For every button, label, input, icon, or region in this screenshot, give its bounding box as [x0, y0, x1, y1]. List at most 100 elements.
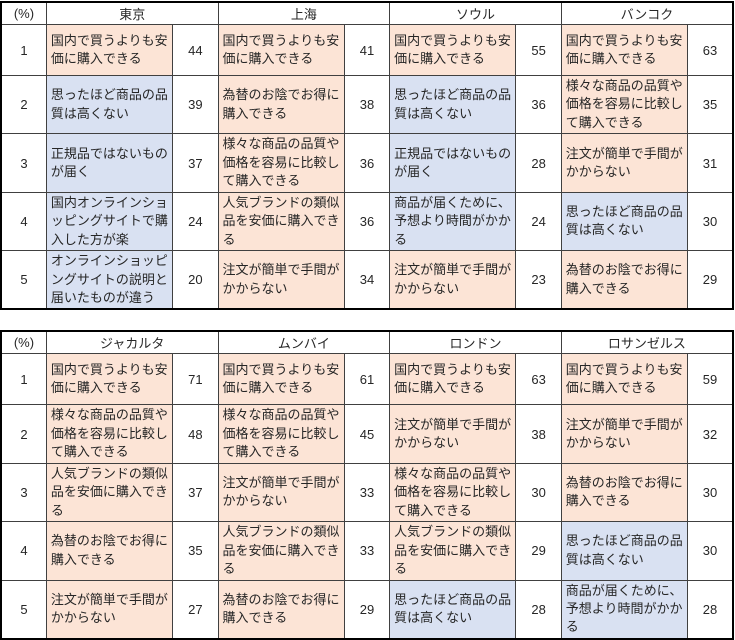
- reason-cell: 注文が簡単で手間がかからない: [560, 404, 688, 464]
- reason-cell: 国内で買うよりも安価に購入できる: [45, 353, 174, 406]
- value-cell: 33: [343, 462, 391, 523]
- city-header-bangkok: バンコク: [560, 1, 734, 25]
- table-row: 2 様々な商品の品質や価格を容易に比較して購入できる 48 様々な商品の品質や価…: [0, 404, 734, 464]
- value-cell: 29: [686, 250, 734, 310]
- reason-cell: 国内で買うよりも安価に購入できる: [217, 24, 345, 76]
- reason-cell: 商品が届くために、予想より時間がかかる: [389, 191, 517, 252]
- reason-cell: 様々な商品の品質や価格を容易に比較して購入できる: [560, 74, 688, 135]
- value-cell: 36: [343, 191, 391, 252]
- reason-cell: 人気ブランドの類似品を安価に購入できる: [217, 521, 345, 581]
- value-cell: 33: [343, 521, 391, 581]
- value-cell: 48: [172, 404, 219, 464]
- value-cell: 31: [686, 133, 734, 193]
- reason-cell: 正規品ではないものが届く: [45, 133, 174, 193]
- rank-cell: 4: [0, 191, 47, 252]
- reason-cell: 思ったほど商品の品質は高くない: [560, 191, 688, 252]
- value-cell: 29: [343, 579, 391, 640]
- rank-cell: 4: [0, 521, 47, 581]
- table-row: 4 国内オンラインショッピングサイトで購入した方が楽 24 人気ブランドの類似品…: [0, 191, 734, 252]
- value-cell: 41: [343, 24, 391, 76]
- reason-cell: 国内で買うよりも安価に購入できる: [45, 24, 174, 76]
- reason-cell: 人気ブランドの類似品を安価に購入できる: [389, 521, 517, 581]
- value-cell: 63: [686, 24, 734, 76]
- table-row: 2 思ったほど商品の品質は高くない 39 為替のお陰でお得に購入できる 38 思…: [0, 74, 734, 135]
- value-cell: 30: [515, 462, 562, 523]
- reason-cell: 国内で買うよりも安価に購入できる: [560, 353, 688, 406]
- value-cell: 39: [172, 74, 219, 135]
- value-cell: 28: [515, 133, 562, 193]
- reason-cell: 国内で買うよりも安価に購入できる: [560, 24, 688, 76]
- rank-cell: 2: [0, 404, 47, 464]
- value-cell: 23: [515, 250, 562, 310]
- reason-cell: 国内で買うよりも安価に購入できる: [217, 353, 345, 406]
- value-cell: 37: [172, 462, 219, 523]
- city-header-mumbai: ムンバイ: [217, 330, 391, 355]
- value-cell: 34: [343, 250, 391, 310]
- value-cell: 61: [343, 353, 391, 406]
- reason-cell: 様々な商品の品質や価格を容易に比較して購入できる: [217, 133, 345, 193]
- reason-cell: 様々な商品の品質や価格を容易に比較して購入できる: [217, 404, 345, 464]
- reason-cell: 為替のお陰でお得に購入できる: [217, 74, 345, 135]
- reason-cell: オンラインショッピングサイトの説明と届いたものが違う: [45, 250, 174, 310]
- reason-cell: 思ったほど商品の品質は高くない: [560, 521, 688, 581]
- city-header-jakarta: ジャカルタ: [45, 330, 219, 355]
- reason-cell: 人気ブランドの類似品を安価に購入できる: [217, 191, 345, 252]
- value-cell: 35: [686, 74, 734, 135]
- unit-header: (%): [0, 1, 47, 25]
- value-cell: 27: [172, 579, 219, 640]
- reason-cell: 注文が簡単で手間がかからない: [560, 133, 688, 193]
- reason-cell: 様々な商品の品質や価格を容易に比較して購入できる: [45, 404, 174, 464]
- reason-cell: 為替のお陰でお得に購入できる: [560, 250, 688, 310]
- value-cell: 55: [515, 24, 562, 76]
- reason-cell: 国内で買うよりも安価に購入できる: [389, 24, 517, 76]
- unit-header: (%): [0, 330, 47, 355]
- value-cell: 24: [172, 191, 219, 252]
- reason-cell: 国内で買うよりも安価に購入できる: [389, 353, 517, 406]
- reason-cell: 正規品ではないものが届く: [389, 133, 517, 193]
- value-cell: 71: [172, 353, 219, 406]
- value-cell: 24: [515, 191, 562, 252]
- table-row: 4 為替のお陰でお得に購入できる 35 人気ブランドの類似品を安価に購入できる …: [0, 521, 734, 581]
- value-cell: 38: [343, 74, 391, 135]
- reason-cell: 様々な商品の品質や価格を容易に比較して購入できる: [389, 462, 517, 523]
- table-row: 3 人気ブランドの類似品を安価に購入できる 37 注文が簡単で手間がかからない …: [0, 462, 734, 523]
- value-cell: 29: [515, 521, 562, 581]
- value-cell: 45: [343, 404, 391, 464]
- value-cell: 28: [686, 579, 734, 640]
- value-cell: 44: [172, 24, 219, 76]
- reason-cell: 注文が簡単で手間がかからない: [45, 579, 174, 640]
- reason-cell: 為替のお陰でお得に購入できる: [560, 462, 688, 523]
- header-row: (%) 東京 上海 ソウル バンコク: [0, 1, 734, 25]
- value-cell: 32: [686, 404, 734, 464]
- value-cell: 35: [172, 521, 219, 581]
- table-row: 5 注文が簡単で手間がかからない 27 為替のお陰でお得に購入できる 29 思っ…: [0, 579, 734, 640]
- city-header-losangeles: ロサンゼルス: [560, 330, 734, 355]
- value-cell: 36: [515, 74, 562, 135]
- reason-cell: 人気ブランドの類似品を安価に購入できる: [45, 462, 174, 523]
- value-cell: 30: [686, 462, 734, 523]
- value-cell: 37: [172, 133, 219, 193]
- header-row: (%) ジャカルタ ムンバイ ロンドン ロサンゼルス: [0, 330, 734, 355]
- value-cell: 30: [686, 191, 734, 252]
- reason-cell: 思ったほど商品の品質は高くない: [45, 74, 174, 135]
- value-cell: 28: [515, 579, 562, 640]
- reason-cell: 商品が届くために、予想より時間がかかる: [560, 579, 688, 640]
- value-cell: 30: [686, 521, 734, 581]
- rank-cell: 5: [0, 579, 47, 640]
- rank-cell: 1: [0, 24, 47, 76]
- value-cell: 20: [172, 250, 219, 310]
- reason-cell: 思ったほど商品の品質は高くない: [389, 74, 517, 135]
- value-cell: 59: [686, 353, 734, 406]
- reason-cell: 注文が簡単で手間がかからない: [389, 250, 517, 310]
- rank-cell: 3: [0, 133, 47, 193]
- reason-cell: 注文が簡単で手間がかからない: [389, 404, 517, 464]
- table-row: 1 国内で買うよりも安価に購入できる 44 国内で買うよりも安価に購入できる 4…: [0, 24, 734, 76]
- value-cell: 38: [515, 404, 562, 464]
- city-header-shanghai: 上海: [217, 1, 391, 25]
- table-row: 3 正規品ではないものが届く 37 様々な商品の品質や価格を容易に比較して購入で…: [0, 133, 734, 193]
- city-header-seoul: ソウル: [389, 1, 562, 25]
- rank-cell: 2: [0, 74, 47, 135]
- reason-cell: 為替のお陰でお得に購入できる: [45, 521, 174, 581]
- ranking-table-world: (%) ジャカルタ ムンバイ ロンドン ロサンゼルス 1 国内で買うよりも安価に…: [0, 330, 734, 640]
